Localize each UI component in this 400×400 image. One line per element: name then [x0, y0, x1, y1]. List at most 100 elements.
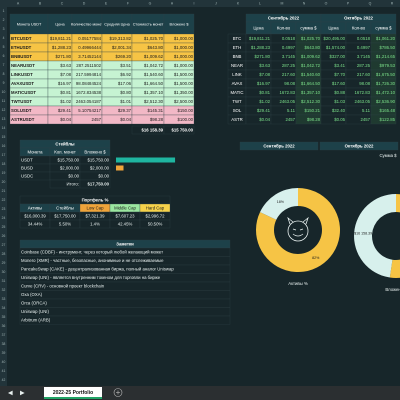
month-header: Октябрь 2022	[344, 15, 373, 20]
month-subheader: Цена	[253, 25, 264, 30]
month-cell: 0.0518	[357, 36, 371, 41]
table-cell: $1,025.70	[144, 36, 164, 41]
row-number: 23	[2, 207, 6, 211]
row-number: 37	[2, 333, 6, 337]
month-cell: 2457	[360, 117, 370, 122]
column-letter: L	[259, 2, 261, 6]
mascot-face	[287, 220, 309, 242]
table-cell: 2463.054187	[76, 99, 102, 104]
month-cell: 287.25	[357, 63, 371, 68]
donut-caption: Вложено $	[385, 287, 400, 292]
month-cell: $1,025.70	[301, 36, 321, 41]
row-number: 8	[3, 72, 5, 76]
row-number: 28	[2, 252, 6, 256]
stables-cell: $2,000.00	[60, 165, 80, 170]
stables-cell: $2,000.00	[90, 165, 110, 170]
row-number: 36	[2, 324, 6, 328]
table-cell: 98.08484524	[76, 81, 102, 86]
table-cell: TWTUSDT	[11, 99, 32, 104]
table-cell: $1.01	[120, 99, 131, 104]
portfolio-cell: $7,607.23	[115, 213, 135, 218]
month-cell: 0.0518	[282, 36, 296, 41]
note-line: Arbitrum (ARB)	[21, 318, 51, 323]
column-letter: G	[149, 2, 152, 6]
month-cell: $1,288.23	[251, 45, 271, 50]
stables-cell: USDC	[21, 173, 33, 178]
table-cell: $2,512.30	[144, 99, 164, 104]
month-cell: $122.85	[379, 117, 395, 122]
column-letter: O	[325, 2, 328, 6]
column-letter: C	[61, 2, 64, 6]
table-cell: $3.63	[60, 63, 71, 68]
table-cell: $271.80	[55, 54, 71, 59]
month-cell: $19,811.21	[249, 36, 271, 41]
portfolio-cell: 34.44%	[28, 221, 43, 226]
row-number: 29	[2, 261, 6, 265]
month-cell: $3.63	[259, 63, 270, 68]
sheet-tab-label[interactable]: 2022-25 Portfolio	[53, 390, 93, 396]
mascot-mouth	[292, 233, 304, 237]
table-cell: $1,000.00	[174, 45, 194, 50]
month-cell: $0.88	[334, 90, 345, 95]
row-number: 22	[2, 198, 6, 202]
table-cell: 5.10754217	[78, 108, 101, 113]
table-cell: 287.2511502	[76, 63, 101, 68]
column-letter: Q	[369, 2, 372, 6]
row-number: 16	[2, 144, 6, 148]
table-cell: $1,357.10	[144, 90, 164, 95]
total-value: $15 750.00	[171, 127, 193, 132]
month-cell: $1,574.00	[326, 45, 346, 50]
row-number: 39	[2, 351, 6, 355]
month-cell: $165.48	[379, 108, 395, 113]
notes-title: Заметки	[116, 241, 134, 246]
row-number: 40	[2, 360, 6, 364]
portfolio-header: Hard Cap	[146, 205, 165, 210]
stables-total-label: Итого:	[67, 181, 79, 186]
tab-scroll-right[interactable]: ▶	[20, 391, 25, 397]
month-cell: $7.08	[259, 72, 270, 77]
table-cell: $3.51	[120, 63, 131, 68]
table-cell: $19,313.82	[109, 36, 131, 41]
row-number: 35	[2, 315, 6, 319]
stables-cell: $0.00	[98, 173, 109, 178]
row-number: 4	[3, 36, 5, 40]
month-cell: $3.41	[334, 63, 345, 68]
row-number: 19	[2, 171, 6, 175]
row-number: 15	[2, 135, 6, 139]
portfolio-cell: $17,750.00	[54, 213, 76, 218]
month-cell: $20,495.00	[323, 36, 345, 41]
row-number: 25	[2, 225, 6, 229]
stables-header: Монета	[28, 149, 44, 154]
mascot-horns	[287, 216, 309, 225]
sheet-tab[interactable]	[44, 387, 102, 399]
month-cell: 5.11	[362, 108, 371, 113]
row-number: 38	[2, 342, 6, 346]
table-cell: $0.04	[120, 117, 131, 122]
table-cell: SOLUSDT	[11, 108, 32, 113]
column-letter: B	[39, 2, 42, 6]
note-line: Uniswap (UNI)	[21, 309, 50, 314]
row-number: 7	[3, 63, 5, 67]
row-number: 10	[2, 90, 6, 94]
tab-scroll-left[interactable]: ◀	[8, 391, 13, 397]
row-number: 34	[2, 306, 6, 310]
month-subheader: Цена	[328, 25, 339, 30]
add-sheet-button[interactable]	[113, 388, 123, 397]
portfolio-cell: $7,321.39	[85, 213, 105, 218]
table-header: Цена	[55, 22, 65, 26]
table-cell: $1,000.00	[174, 54, 194, 59]
table-cell: AVAXUSDT	[11, 81, 34, 86]
coin-label: AVAX	[232, 81, 243, 86]
table-cell: 2457	[91, 117, 101, 122]
column-header-strip	[0, 0, 400, 7]
stables-header: Вложено $	[84, 149, 106, 154]
month-cell: $271.80	[254, 54, 270, 59]
month-cell: $32.40	[332, 108, 346, 113]
table-cell: ETHUSDT	[11, 45, 32, 50]
month-cell: $1.03	[334, 99, 345, 104]
column-letter: K	[237, 2, 240, 6]
month-cell: 0.4997	[282, 45, 296, 50]
note-line-cell	[19, 307, 231, 317]
month-cell: $1,726.30	[376, 81, 396, 86]
column-letter: F	[127, 2, 129, 6]
